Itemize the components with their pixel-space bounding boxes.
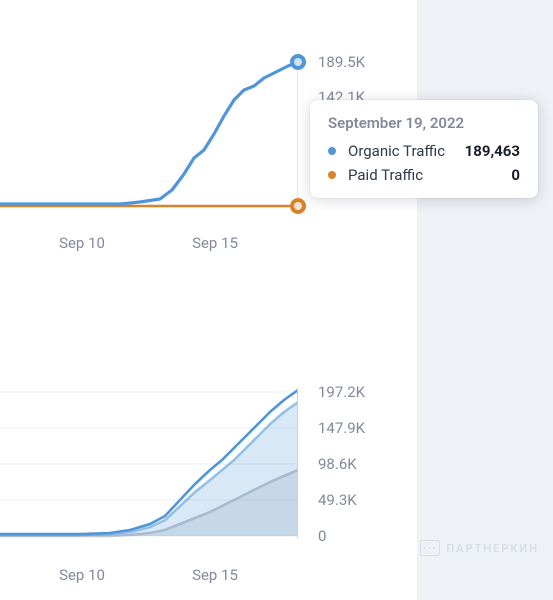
tooltip-date: September 19, 2022 [328,114,520,132]
y-tick: 49.3K [318,491,357,509]
x-tick: Sep 10 [59,234,105,252]
y-tick: 98.6K [318,455,357,473]
tooltip-series-name: Organic Traffic [348,142,445,160]
x-tick: Sep 10 [59,566,105,584]
tooltip-row: Paid Traffic 0 [328,166,520,184]
hover-tooltip: September 19, 2022 Organic Traffic 189,46… [310,100,538,198]
x-tick: Sep 15 [192,234,238,252]
watermark: •••ПАРТНЕРКИН [420,540,539,556]
traffic-chart-1 [0,0,298,208]
tooltip-series-value: 0 [511,166,520,184]
y-tick: 147.9K [318,419,365,437]
y-tick: 189.5K [318,53,365,71]
y-tick: 197.2K [318,383,365,401]
x-tick: Sep 15 [192,566,238,584]
page: 189.5K142.1K Sep 10Sep 15 September 19, … [0,0,553,600]
tooltip-row: Organic Traffic 189,463 [328,142,520,160]
traffic-chart-2 [0,388,298,538]
tooltip-series-name: Paid Traffic [348,166,423,184]
watermark-text: ПАРТНЕРКИН [446,542,539,555]
y-tick: 0 [318,527,326,545]
tooltip-series-value: 189,463 [465,142,520,160]
page-right-bg [417,0,553,600]
tooltip-rows: Organic Traffic 189,463 Paid Traffic 0 [328,142,520,184]
paid-hover-marker [290,198,306,214]
series_paid-dot [328,171,336,179]
series_organic-dot [328,147,336,155]
organic-hover-marker [290,54,306,70]
